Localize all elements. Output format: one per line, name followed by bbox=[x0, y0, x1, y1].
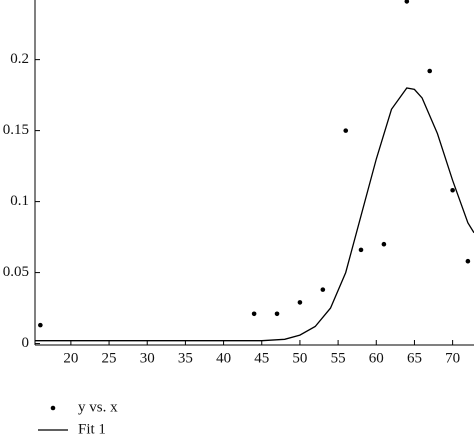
point bbox=[404, 0, 410, 4]
y-tick-label: 0.2 bbox=[10, 51, 29, 67]
point bbox=[465, 258, 471, 264]
point bbox=[297, 300, 303, 305]
x-tick-label: 25 bbox=[102, 350, 117, 366]
point bbox=[320, 287, 326, 292]
point bbox=[450, 187, 455, 193]
x-tick-label: 30 bbox=[140, 350, 155, 366]
x-tick-label: 45 bbox=[254, 350, 269, 366]
x-tick-label: 40 bbox=[216, 350, 231, 366]
y-tick-label: 0.15 bbox=[3, 122, 29, 138]
y-tick-label: 0.1 bbox=[10, 193, 29, 209]
point bbox=[427, 68, 433, 74]
legend-label: Fit 1 bbox=[78, 421, 106, 434]
x-tick-label: 20 bbox=[63, 350, 78, 366]
point bbox=[251, 311, 257, 317]
point bbox=[38, 322, 43, 328]
x-tick-label: 70 bbox=[445, 350, 460, 366]
point bbox=[274, 311, 280, 317]
x-tick-label: 65 bbox=[407, 350, 422, 366]
y-tick-label: 0 bbox=[22, 335, 30, 351]
legend-marker bbox=[50, 405, 56, 411]
fit-line bbox=[35, 87, 474, 342]
x-tick-label: 35 bbox=[178, 350, 193, 366]
y-tick-label: 0.05 bbox=[3, 264, 29, 280]
point bbox=[358, 247, 364, 253]
x-tick-label: 50 bbox=[292, 350, 307, 366]
point bbox=[381, 241, 387, 247]
point bbox=[343, 128, 349, 133]
x-tick-label: 60 bbox=[369, 350, 384, 366]
x-tick-label: 55 bbox=[331, 350, 346, 366]
legend-label: y vs. x bbox=[78, 399, 118, 415]
